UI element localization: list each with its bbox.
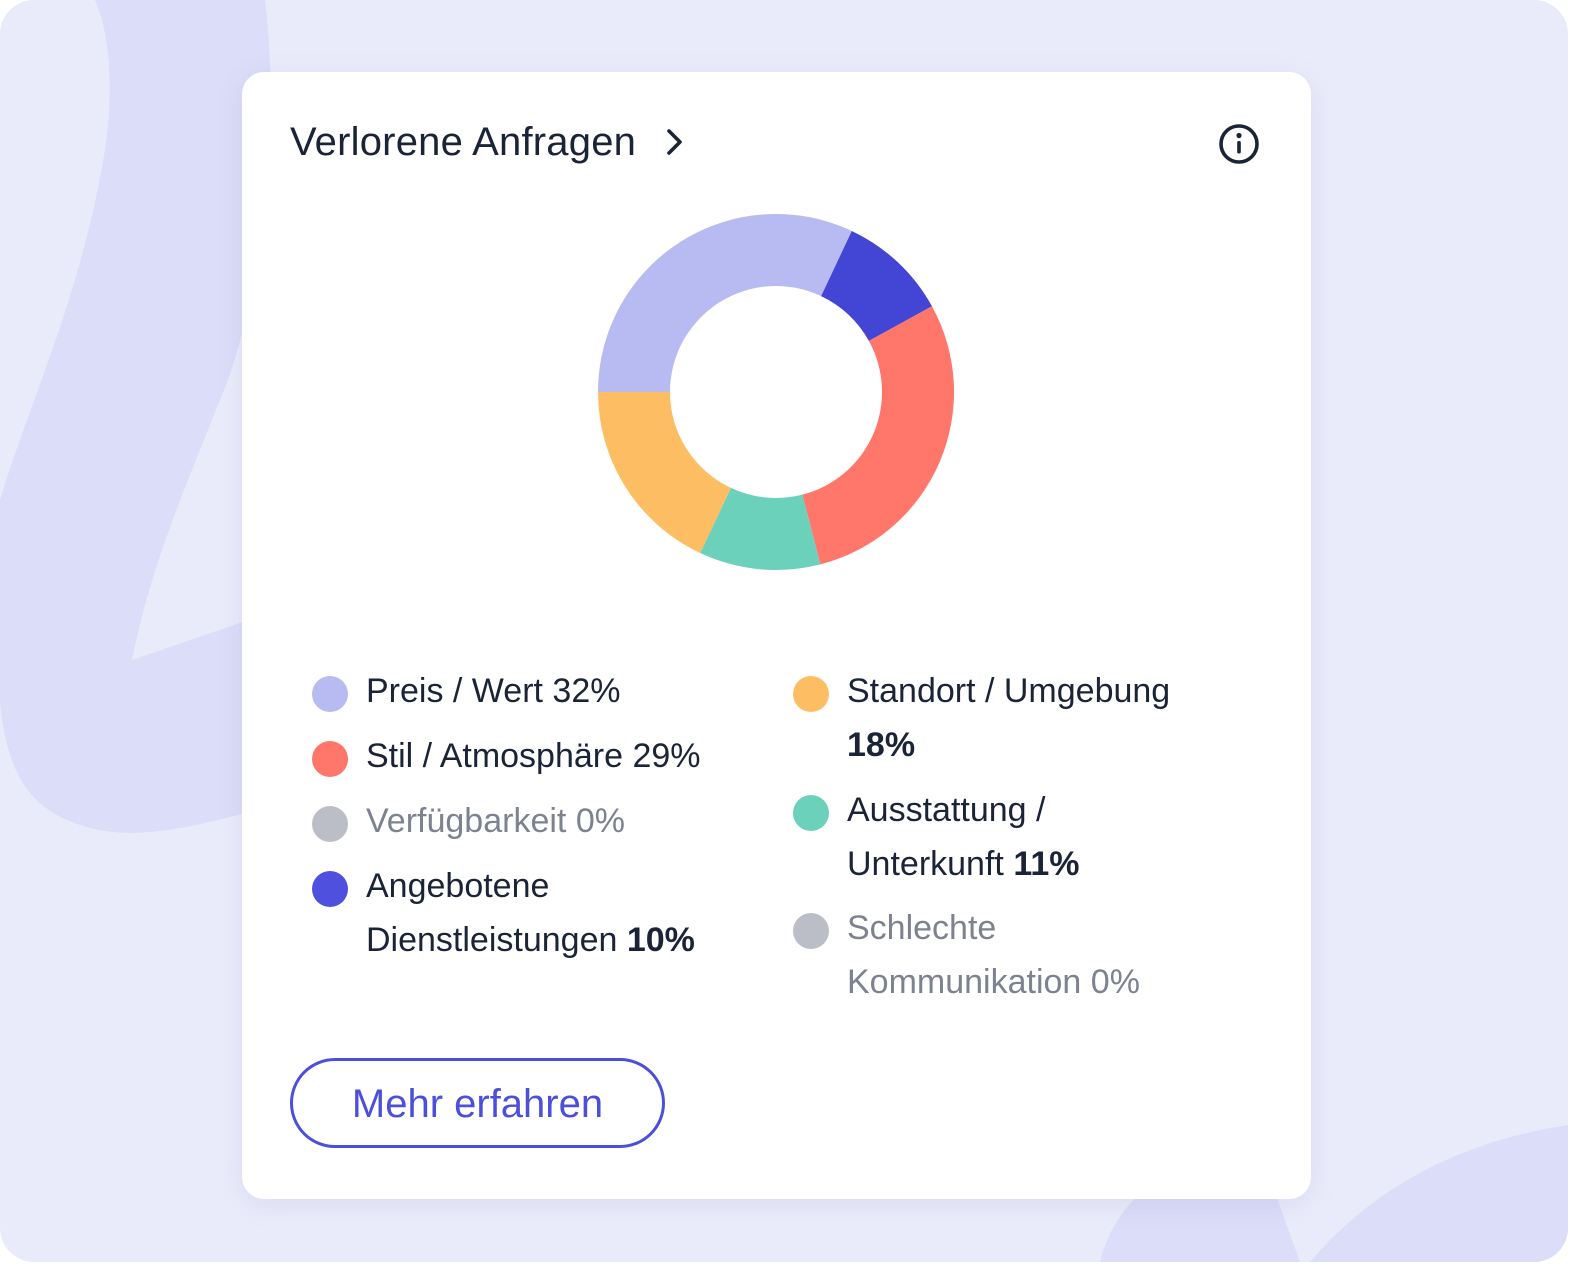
donut-slice-preis-wert [598,213,852,392]
legend-dot-preis [312,676,348,712]
legend-dot-stil [312,741,348,777]
legend-value-kommunikation: 0% [1090,963,1140,1001]
legend-item-verfuegbarkeit: Verfügbarkeit 0% [312,802,742,848]
legend-text-ausstattung: Ausstattung / Unterkunft 11% [847,783,1113,891]
legend-label-kommunikation: Schlechte Kommunikation [847,909,1082,1001]
legend-dot-ausstattung [793,795,829,831]
donut-slice-angebotene-dienstleistungen [821,230,932,341]
legend-item-stil: Stil / Atmosphäre 29% [312,737,742,783]
legend-value-stil: 29% [632,737,701,775]
legend-value-preis: 32% [552,672,621,710]
legend-value-verfuegbarkeit: 0% [575,802,625,840]
legend-value-angebotene: 10% [626,921,695,959]
legend-dot-verfuegbarkeit [312,806,348,842]
card-title: Verlorene Anfragen [290,120,637,164]
legend-value-standort: 18% [847,726,916,764]
legend-label-standort: Standort / Umgebung [847,672,1171,710]
donut-slice-ausstattung-unterkunft [700,487,821,570]
legend-dot-kommunikation [793,913,829,949]
donut-slice-stil-atmosphäre [802,306,954,565]
legend-item-kommunikation: Schlechte Kommunikation 0% [793,909,1193,1009]
legend-label-ausstattung: Ausstattung / Unterkunft [847,791,1046,883]
info-icon[interactable] [1217,122,1261,166]
legend-label-stil: Stil / Atmosphäre [366,737,624,775]
legend-text-verfuegbarkeit: Verfügbarkeit 0% [366,794,625,848]
legend-text-standort: Standort / Umgebung 18% [847,664,1213,772]
legend-dot-angebotene [312,871,348,907]
legend-text-preis: Preis / Wert 32% [366,664,620,718]
page-background: Verlorene Anfragen Preis / Wert 32% Stil… [0,0,1568,1262]
legend-item-angebotene: Angebotene Dienstleistungen 10% [312,867,712,967]
legend-value-ausstattung: 11% [1013,845,1080,883]
chevron-right-icon [667,129,682,155]
donut-slice-standort-umgebung [598,392,731,554]
legend-item-standort: Standort / Umgebung 18% [793,672,1213,772]
legend-item-preis: Preis / Wert 32% [312,672,742,718]
legend-dot-standort [793,676,829,712]
legend-label-verfuegbarkeit: Verfügbarkeit [366,802,567,840]
lost-requests-card: Verlorene Anfragen Preis / Wert 32% Stil… [242,72,1311,1199]
legend-text-kommunikation: Schlechte Kommunikation 0% [847,901,1193,1009]
card-header-link[interactable]: Verlorene Anfragen [290,116,686,168]
legend-text-angebotene: Angebotene Dienstleistungen 10% [366,859,712,967]
donut-chart [598,213,954,570]
learn-more-button[interactable]: Mehr erfahren [290,1058,665,1148]
legend-label-preis: Preis / Wert [366,672,543,710]
legend-label-angebotene: Angebotene Dienstleistungen [366,867,618,959]
legend-text-stil: Stil / Atmosphäre 29% [366,729,701,783]
legend-item-ausstattung: Ausstattung / Unterkunft 11% [793,791,1113,891]
